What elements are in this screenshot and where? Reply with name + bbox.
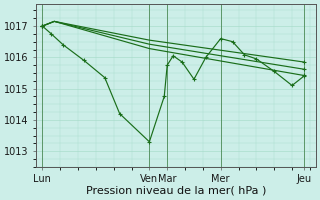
X-axis label: Pression niveau de la mer( hPa ): Pression niveau de la mer( hPa ) [86,186,266,196]
